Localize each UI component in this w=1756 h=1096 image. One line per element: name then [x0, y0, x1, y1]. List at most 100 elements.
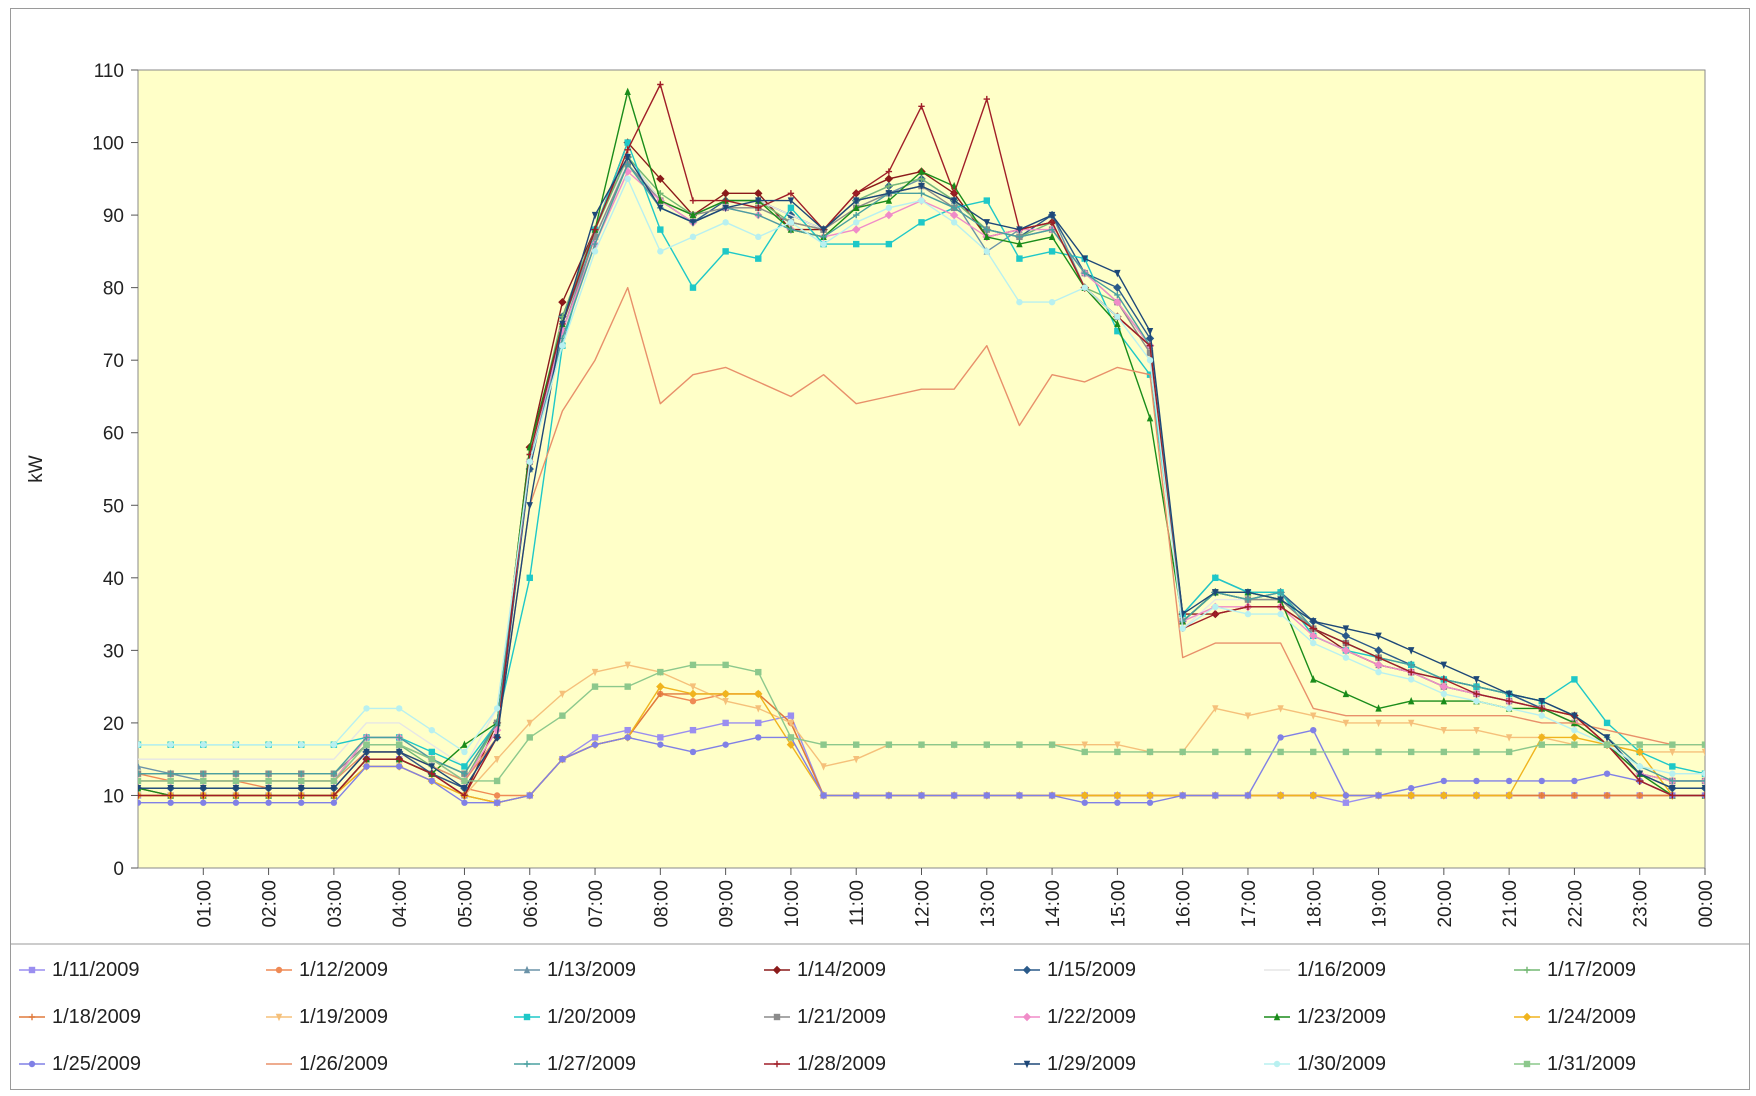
legend-swatch-marker [773, 1013, 781, 1021]
data-point [461, 777, 468, 785]
legend-label: 1/24/2009 [1547, 1005, 1636, 1028]
data-point [493, 755, 501, 764]
data-point [624, 161, 631, 168]
data-point [755, 719, 762, 727]
data-point [1342, 654, 1350, 661]
data-point [1538, 712, 1545, 719]
data-point [1342, 689, 1350, 698]
data-point [200, 741, 207, 748]
data-point [526, 502, 533, 510]
data-point [232, 799, 240, 806]
data-point [885, 168, 893, 175]
data-point [1440, 676, 1448, 683]
data-point [624, 175, 631, 183]
data-point [787, 734, 795, 741]
data-point [1277, 596, 1284, 604]
x-tick-label: 12:00 [913, 880, 934, 928]
data-point [657, 741, 664, 748]
data-point [1538, 705, 1545, 712]
data-point [656, 682, 665, 691]
data-point [1603, 792, 1611, 799]
data-point [1636, 770, 1643, 778]
data-point [1473, 726, 1480, 735]
data-point [1048, 792, 1056, 799]
legend-item: 1/22/2009 [1013, 1002, 1136, 1032]
data-point [983, 232, 990, 241]
data-point [949, 210, 959, 220]
data-point [1538, 697, 1545, 706]
data-point [558, 297, 567, 307]
data-point [1571, 676, 1578, 683]
data-point [853, 211, 860, 219]
data-point [1016, 255, 1023, 262]
data-point [722, 197, 729, 204]
data-point [1277, 610, 1284, 618]
data-point [461, 799, 468, 806]
data-point [232, 792, 240, 799]
data-point [1113, 297, 1122, 307]
data-point [493, 705, 501, 712]
legend-swatch [764, 1013, 790, 1021]
data-point [265, 741, 272, 748]
data-point [1636, 792, 1643, 799]
data-point [363, 755, 370, 763]
data-point [1048, 226, 1056, 233]
legend-swatch [266, 1063, 292, 1065]
data-point [526, 719, 533, 728]
data-point [1179, 625, 1186, 632]
data-point [1212, 610, 1219, 618]
data-point [657, 196, 664, 204]
data-point [1571, 712, 1578, 720]
data-point [755, 734, 762, 741]
data-point [983, 792, 990, 799]
data-point [1538, 741, 1545, 748]
data-point [1310, 625, 1317, 632]
data-point [918, 190, 925, 197]
data-point [1276, 791, 1285, 800]
data-point [1048, 741, 1056, 748]
x-tick-label: 10:00 [782, 880, 803, 928]
data-point [167, 785, 174, 793]
x-tick-label: 03:00 [325, 880, 346, 928]
data-point [1244, 596, 1252, 603]
data-point [1146, 799, 1154, 806]
data-point [559, 320, 566, 329]
data-point [1505, 690, 1513, 699]
data-point [298, 741, 305, 748]
data-point [950, 792, 958, 799]
data-point [1538, 792, 1545, 799]
data-point [950, 197, 958, 205]
legend-label: 1/16/2009 [1297, 958, 1386, 981]
y-tick-label: 110 [94, 61, 124, 82]
data-point [853, 190, 860, 197]
data-point [983, 226, 990, 233]
data-point [1016, 741, 1023, 748]
data-point [1407, 748, 1415, 756]
data-point [363, 734, 370, 741]
data-point [363, 741, 370, 748]
data-point [885, 240, 893, 248]
x-tick-label: 11:00 [847, 880, 868, 926]
data-point [1277, 734, 1284, 741]
data-point [298, 792, 305, 799]
data-point [624, 726, 631, 734]
data-point [721, 689, 730, 699]
data-point [1309, 631, 1318, 641]
data-point [722, 719, 729, 727]
data-point [1571, 741, 1578, 748]
data-point [1048, 232, 1056, 241]
data-point [1146, 414, 1154, 422]
data-point [1310, 712, 1317, 720]
data-point [1375, 654, 1382, 661]
data-point [1244, 748, 1252, 756]
data-point [1244, 589, 1252, 597]
data-point [265, 770, 272, 777]
data-point [1244, 603, 1252, 611]
data-point [787, 712, 795, 719]
data-point [1505, 748, 1513, 756]
data-point [1114, 741, 1121, 749]
legend-item: 1/20/2009 [513, 1002, 636, 1032]
data-point [1473, 690, 1480, 698]
legend-swatch-marker [275, 1013, 283, 1022]
legend-swatch-marker [1023, 1060, 1031, 1069]
